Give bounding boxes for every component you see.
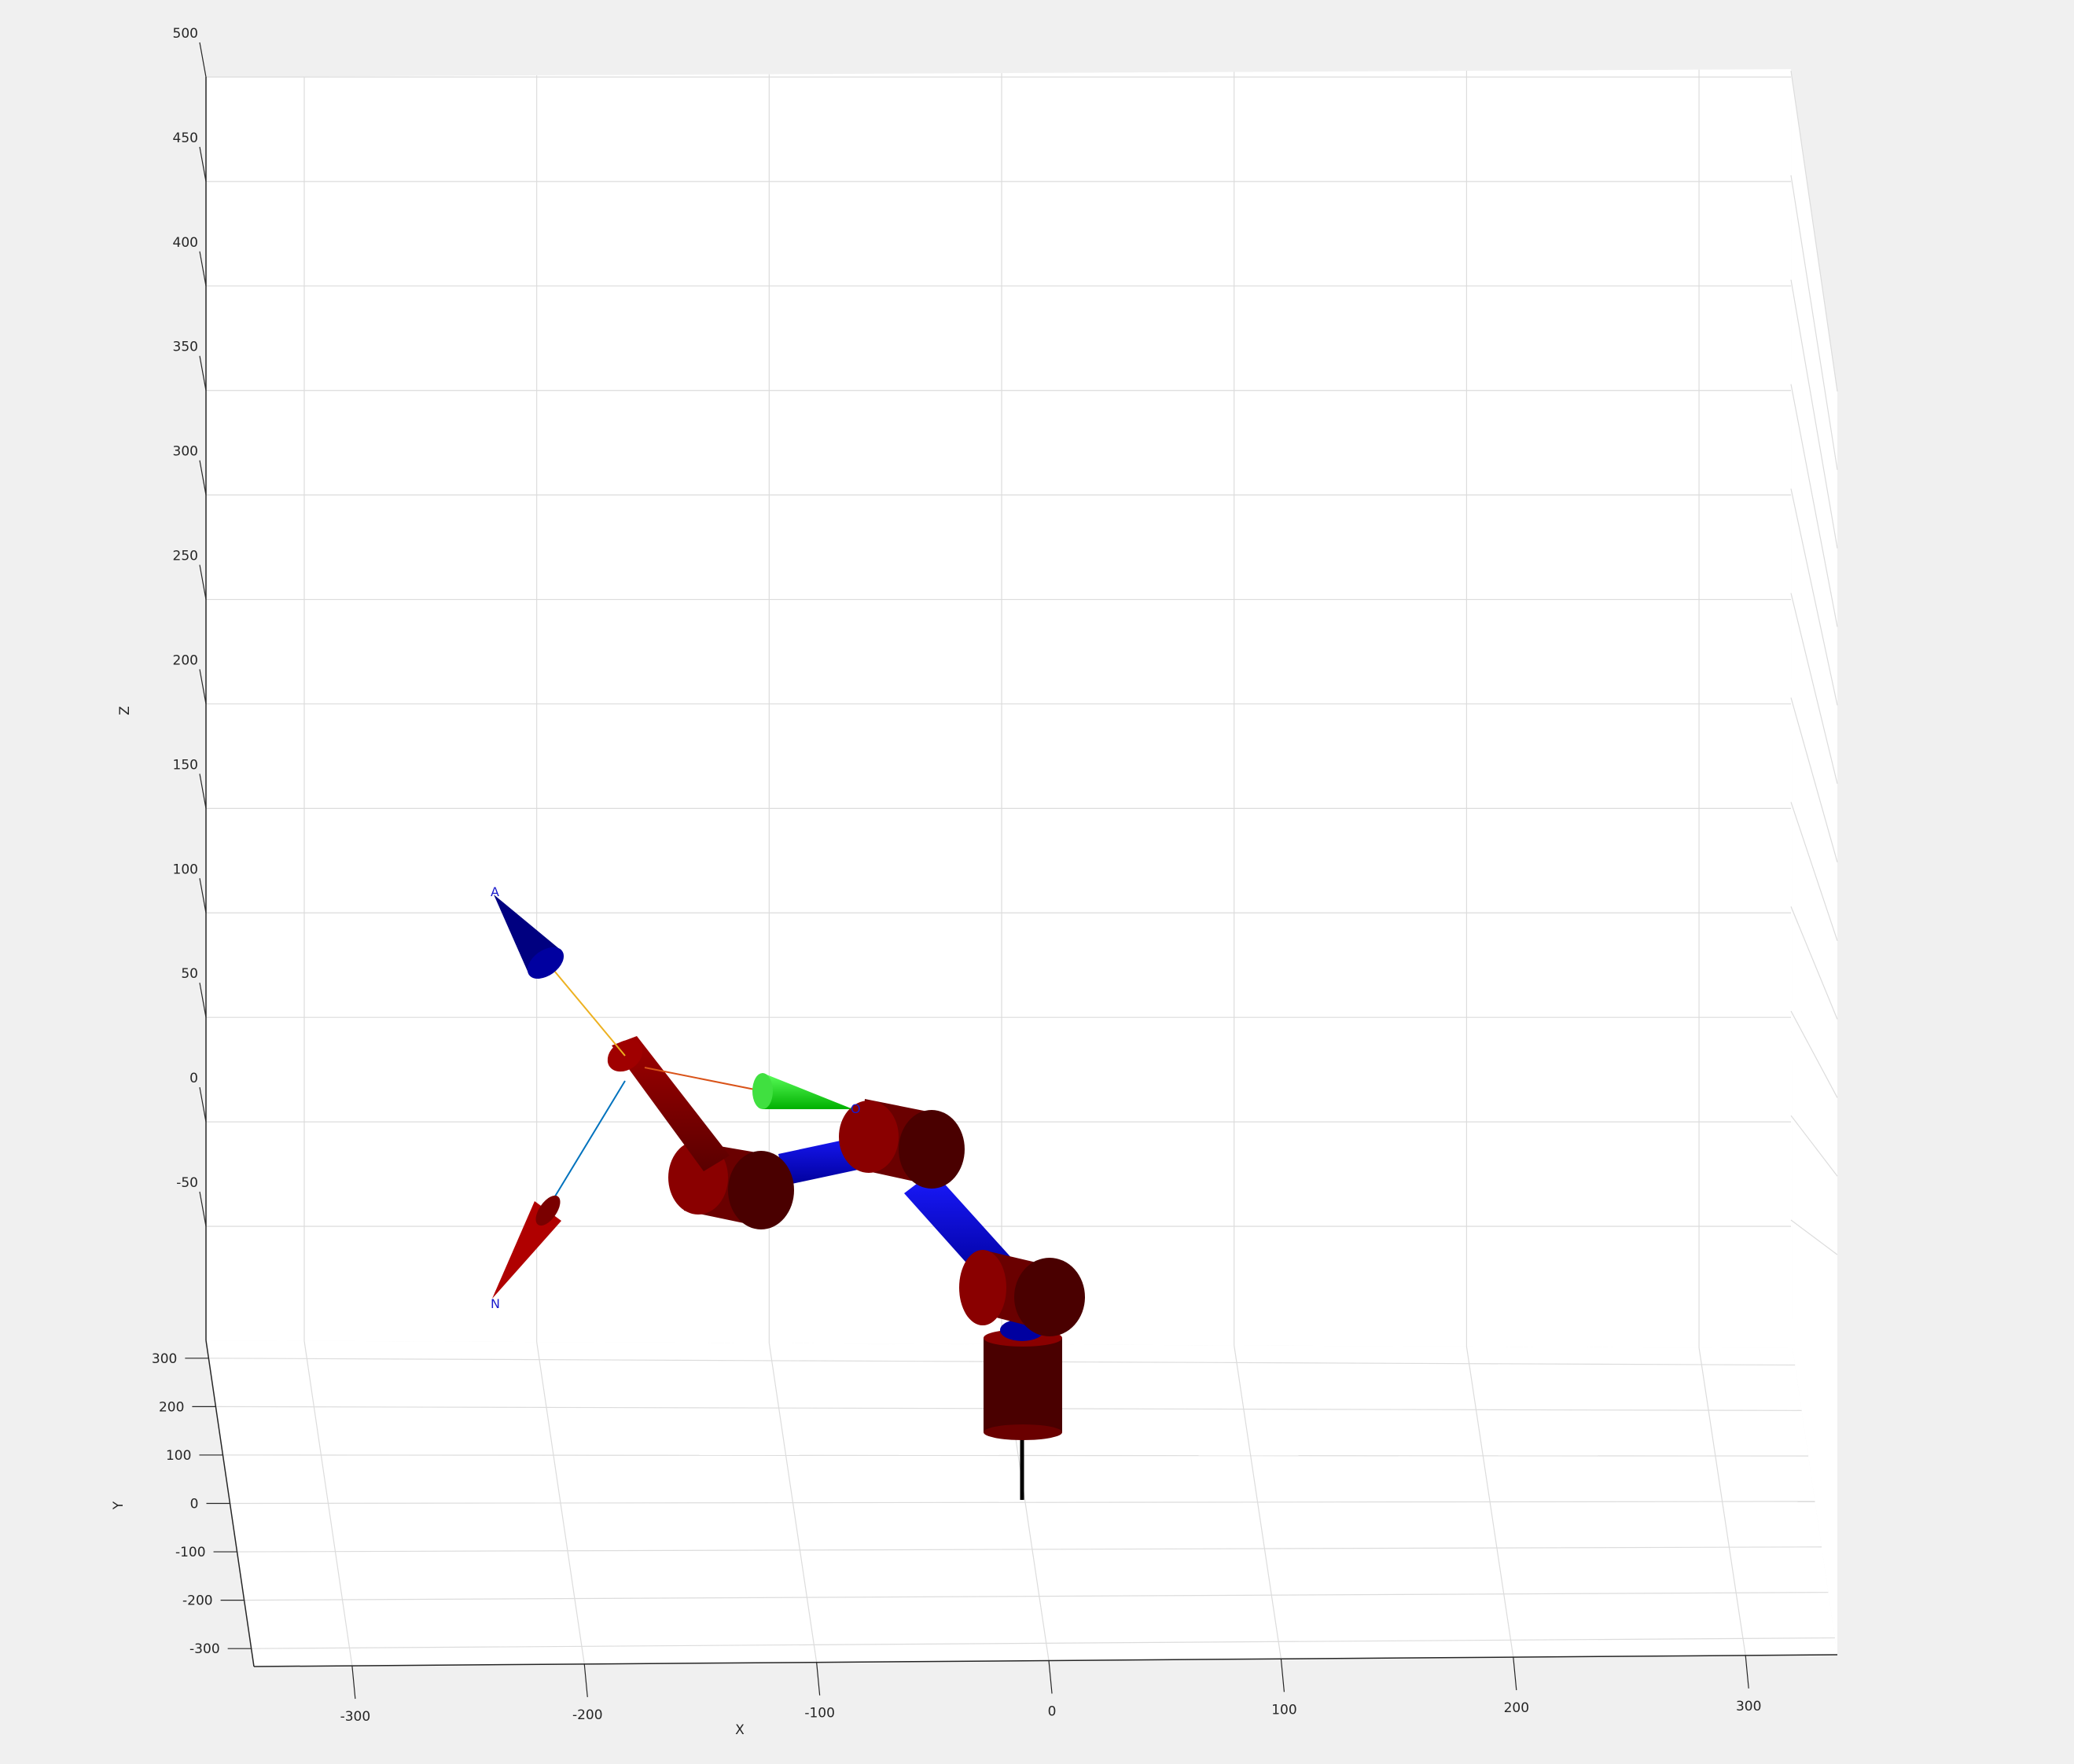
x-tick-label: 100 — [1271, 1702, 1296, 1718]
y-tick-label: 300 — [152, 1351, 177, 1367]
z-tick-label: 400 — [173, 235, 198, 251]
z-grid-line-side — [1790, 697, 1838, 863]
z-grid-line-side — [1790, 1010, 1838, 1098]
y-tick-label: -100 — [175, 1545, 206, 1560]
z-grid-line-side — [1790, 1115, 1838, 1177]
y-tick-label: 100 — [166, 1448, 191, 1464]
z-tick-label: 300 — [173, 444, 198, 460]
x-ticks: -300 -200 -100 0 100 200 300 — [340, 1655, 1761, 1725]
right-wall — [1791, 69, 1837, 1655]
x-grid-line — [768, 1343, 818, 1663]
y-grid-line — [237, 1546, 1822, 1553]
x-tick-label: 200 — [1504, 1700, 1529, 1716]
x-axis-label: X — [735, 1722, 745, 1738]
x-grid-line — [1698, 1347, 1746, 1656]
z-tick-label: 500 — [173, 26, 198, 42]
z-tick-label: 150 — [173, 757, 198, 773]
x-tick-label: -100 — [804, 1706, 835, 1722]
floor-plane — [206, 1340, 1837, 1667]
x-tick-label: -200 — [572, 1707, 603, 1723]
z-tick-mark — [199, 669, 207, 704]
z-tick-label: 200 — [173, 652, 198, 668]
z-tick-mark — [199, 251, 207, 286]
x-tick-mark — [1280, 1659, 1285, 1692]
x-tick-mark — [1745, 1655, 1749, 1689]
y-grid-line — [244, 1592, 1829, 1601]
z-tick-label: 450 — [173, 130, 198, 146]
x-grid-line — [1465, 1346, 1514, 1658]
z-tick-mark — [199, 983, 207, 1018]
z-tick-mark — [199, 878, 207, 913]
x-grid-line — [303, 1340, 353, 1667]
z-tick-label: 350 — [173, 340, 198, 355]
z-axis-label: Z — [117, 706, 133, 715]
approach-line — [553, 970, 626, 1057]
z-tick-mark — [199, 774, 207, 809]
frame-label-normal: N — [491, 1296, 500, 1311]
normal-arrow-cone — [492, 1195, 561, 1299]
x-tick-mark — [816, 1662, 821, 1696]
y-tick-label: 0 — [190, 1497, 199, 1512]
z-grid-line-side — [1790, 70, 1838, 392]
z-tick-mark — [199, 564, 207, 600]
x-tick-mark — [1048, 1660, 1053, 1694]
y-tick-label: -200 — [182, 1593, 213, 1609]
elbow-joint — [839, 1099, 965, 1189]
y-grid-line — [251, 1637, 1835, 1649]
z-tick-label: 50 — [181, 966, 198, 982]
x-tick-label: 0 — [1048, 1703, 1057, 1719]
z-tick-label: 0 — [189, 1071, 198, 1086]
y-tick-label: 200 — [159, 1399, 184, 1415]
z-grid-line-side — [1790, 1219, 1838, 1255]
z-grid-line-side — [1790, 384, 1838, 627]
x-tick-mark — [351, 1666, 356, 1700]
normal-line — [548, 1080, 626, 1207]
z-grid-line-side — [1790, 593, 1838, 785]
x-tick-mark — [1513, 1657, 1517, 1691]
frame-label-approach: A — [491, 884, 499, 899]
x-grid-line — [536, 1341, 585, 1664]
z-tick-mark — [199, 42, 207, 78]
x-grid-line — [1234, 1345, 1282, 1659]
z-tick-mark — [199, 460, 207, 495]
z-tick-mark — [199, 355, 207, 391]
z-tick-label: 250 — [173, 549, 198, 564]
y-grid-line — [222, 1454, 1809, 1457]
z-grid-line-side — [1790, 906, 1838, 1020]
x-tick-label: 300 — [1736, 1699, 1761, 1714]
z-grid-line-side — [1790, 802, 1838, 941]
robot-model: A O N — [491, 884, 1085, 1500]
shoulder-joint — [959, 1250, 1085, 1336]
orient-line — [644, 1067, 759, 1091]
x-axis-line — [253, 1654, 1838, 1667]
back-wall — [206, 69, 1793, 1348]
z-tick-label: 100 — [173, 862, 198, 877]
x-tick-label: -300 — [340, 1709, 371, 1725]
y-ticks: 300 200 100 0 -100 -200 -300 — [152, 1351, 252, 1657]
z-grid-line-side — [1790, 175, 1838, 470]
approach-arrow-cone — [494, 895, 564, 979]
z-grid-line-side — [1790, 488, 1838, 706]
frame-label-orient: O — [851, 1101, 861, 1116]
y-grid-line — [230, 1501, 1815, 1505]
x-tick-mark — [583, 1663, 588, 1697]
z-tick-label: -50 — [176, 1175, 198, 1191]
z-tick-mark — [199, 1086, 207, 1123]
base-cylinder — [984, 1329, 1062, 1440]
y-tick-label: -300 — [189, 1641, 220, 1657]
orient-arrow-cone — [752, 1073, 853, 1109]
y-axis-label: Y — [111, 1501, 127, 1510]
z-tick-mark — [199, 146, 207, 182]
z-grid-line-side — [1790, 279, 1838, 549]
z-tick-mark — [199, 1191, 207, 1227]
